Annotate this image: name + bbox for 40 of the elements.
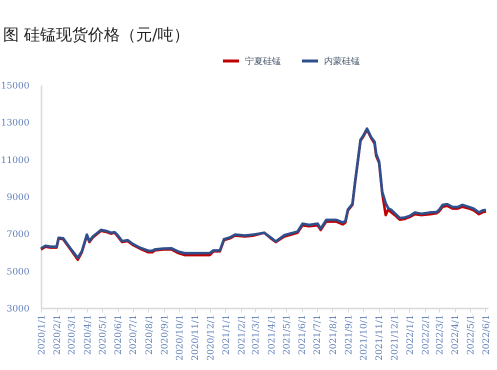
y-tick-label: 13000	[0, 118, 30, 129]
x-tick-label: 2020/12/1	[206, 314, 216, 361]
y-tick-label: 3000	[6, 304, 30, 314]
legend-label: 宁夏硅锰	[245, 56, 281, 67]
x-tick-label: 2020/2/1	[53, 314, 64, 355]
x-tick-label: 2021/2/1	[238, 314, 248, 355]
x-tick-label: 2021/7/1	[313, 314, 324, 355]
x-tick-label: 2021/10/1	[360, 314, 370, 361]
x-tick-label: 2021/8/1	[328, 314, 339, 355]
y-tick-label: 5000	[6, 267, 30, 278]
x-tick-label: 2021/12/1	[390, 314, 400, 361]
y-tick-label: 9000	[6, 193, 30, 203]
y-tick-label: 11000	[0, 156, 30, 166]
x-tick-label: 2020/1/1	[38, 314, 48, 355]
x-tick-label: 2020/10/1	[176, 314, 186, 361]
y-tick-label: 7000	[6, 230, 30, 240]
x-tick-label: 2022/6/1	[482, 314, 492, 355]
x-tick-label: 2020/3/1	[68, 314, 78, 355]
x-tick-label: 2021/11/1	[375, 314, 386, 361]
x-tick-label: 2020/4/1	[83, 314, 94, 355]
x-tick-label: 2021/9/1	[344, 314, 354, 355]
legend-label: 内蒙硅锰	[324, 56, 360, 67]
x-tick-label: 2022/3/1	[436, 314, 446, 355]
x-tick-label: 2020/11/1	[191, 314, 202, 361]
x-tick-label: 2022/1/1	[406, 314, 416, 355]
y-tick-label: 15000	[0, 82, 30, 92]
x-tick-label: 2020/6/1	[114, 314, 124, 355]
x-tick-label: 2021/4/1	[267, 314, 278, 355]
chart-title: 图 硅锰现货价格（元/吨）	[3, 25, 190, 44]
x-tick-label: 2020/9/1	[160, 314, 170, 355]
x-tick-label: 2020/7/1	[129, 314, 140, 355]
x-tick-label: 2020/8/1	[144, 314, 155, 355]
x-tick-label: 2021/3/1	[252, 314, 262, 355]
x-tick-label: 2021/5/1	[282, 314, 292, 355]
x-tick-label: 2022/2/1	[422, 314, 432, 355]
x-tick-label: 2021/1/1	[222, 314, 232, 355]
x-tick-label: 2020/5/1	[98, 314, 108, 355]
x-tick-label: 2022/5/1	[466, 314, 476, 355]
x-tick-label: 2021/6/1	[298, 314, 308, 355]
x-tick-label: 2022/4/1	[451, 314, 462, 355]
